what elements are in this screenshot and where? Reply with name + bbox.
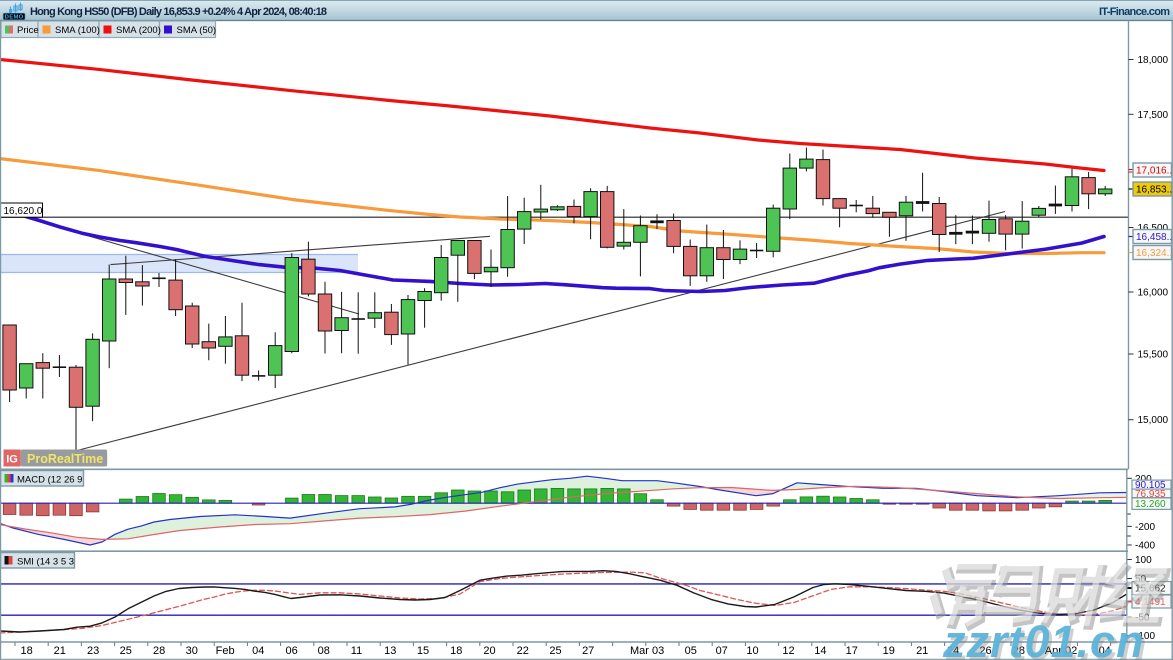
svg-text:16,324..: 16,324.. (1136, 248, 1172, 259)
svg-text:SMA (200): SMA (200) (116, 25, 161, 36)
svg-text:26: 26 (979, 645, 991, 657)
svg-text:07: 07 (716, 645, 728, 657)
svg-text:30: 30 (186, 645, 198, 657)
svg-text:25: 25 (120, 645, 132, 657)
svg-text:15,000: 15,000 (1138, 415, 1169, 426)
svg-text:100: 100 (1135, 555, 1152, 566)
svg-text:200: 200 (1135, 474, 1152, 485)
svg-text:16,458..: 16,458.. (1136, 232, 1172, 243)
svg-text:24: 24 (947, 645, 959, 657)
svg-text:19: 19 (883, 645, 895, 657)
svg-text:04: 04 (1099, 645, 1111, 657)
svg-text:Mar 03: Mar 03 (630, 645, 664, 657)
svg-text:IT-Finance.com: IT-Finance.com (1099, 6, 1170, 18)
svg-text:MACD (12 26 9: MACD (12 26 9 (17, 475, 82, 486)
svg-text:12: 12 (782, 645, 794, 657)
svg-text:15: 15 (417, 645, 429, 657)
svg-text:zzrt01.cn: zzrt01.cn (942, 616, 1145, 660)
svg-text:-100: -100 (1135, 631, 1155, 642)
svg-text:06: 06 (285, 645, 297, 657)
svg-text:Price: Price (17, 25, 39, 36)
svg-text:IG: IG (6, 454, 18, 466)
svg-text:04: 04 (252, 645, 264, 657)
svg-text:DEMO: DEMO (5, 15, 24, 21)
svg-text:76.935: 76.935 (1135, 489, 1166, 500)
svg-text:SMI (14 3 5 3: SMI (14 3 5 3 (17, 557, 74, 568)
svg-text:Apr 02: Apr 02 (1045, 645, 1077, 657)
svg-text:27: 27 (582, 645, 594, 657)
svg-text:16,500: 16,500 (1138, 223, 1169, 234)
svg-text:21: 21 (916, 645, 928, 657)
svg-text:20: 20 (483, 645, 495, 657)
svg-text:16,620.0: 16,620.0 (4, 206, 43, 217)
svg-text:Hong Kong HS50 (DFB) Daily 16,: Hong Kong HS50 (DFB) Daily 16,853.9 +0.2… (30, 6, 327, 18)
svg-text:17,016..: 17,016.. (1136, 166, 1172, 177)
svg-text:-400: -400 (1135, 541, 1155, 552)
svg-text:zzrt01.cn: zzrt01.cn (945, 619, 1148, 660)
svg-text:23: 23 (87, 645, 99, 657)
svg-text:18: 18 (450, 645, 462, 657)
svg-text:18,000: 18,000 (1138, 55, 1169, 66)
svg-text:10: 10 (746, 645, 758, 657)
svg-text:08: 08 (318, 645, 330, 657)
svg-text:17,500: 17,500 (1138, 110, 1169, 121)
svg-text:17: 17 (846, 645, 858, 657)
svg-text:11: 11 (351, 645, 362, 657)
svg-text:28: 28 (153, 645, 165, 657)
svg-text:05: 05 (685, 645, 697, 657)
svg-text:90.105: 90.105 (1135, 480, 1166, 491)
svg-text:ProRealTime: ProRealTime (27, 452, 103, 466)
svg-text:SMA (50): SMA (50) (177, 25, 217, 36)
svg-text:21: 21 (54, 645, 66, 657)
svg-text:13: 13 (384, 645, 396, 657)
svg-text:SMA (100): SMA (100) (55, 25, 100, 36)
svg-text:13.260: 13.260 (1135, 499, 1166, 510)
svg-text:22: 22 (517, 645, 529, 657)
svg-text:18: 18 (20, 645, 32, 657)
svg-text:28: 28 (1013, 645, 1025, 657)
svg-text:14: 14 (814, 645, 826, 657)
svg-text:-200: -200 (1135, 522, 1155, 533)
svg-text:16,853..: 16,853.. (1136, 185, 1172, 196)
svg-text:25: 25 (549, 645, 561, 657)
svg-text:15,500: 15,500 (1138, 350, 1169, 361)
svg-text:Feb: Feb (216, 645, 235, 657)
svg-text:16,000: 16,000 (1138, 288, 1169, 299)
